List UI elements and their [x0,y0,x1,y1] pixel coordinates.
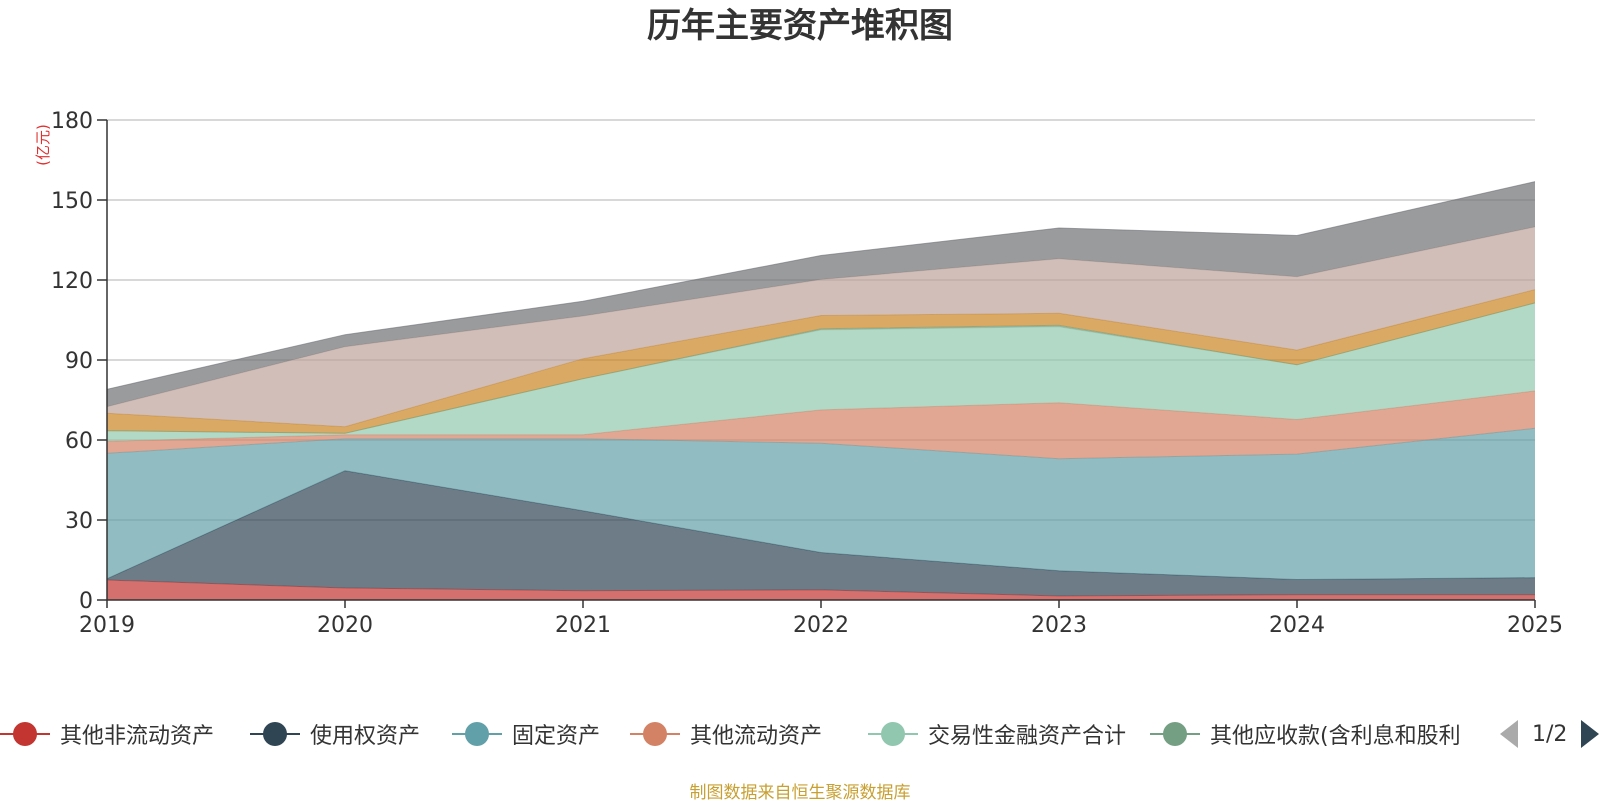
legend-label: 交易性金融资产合计 [928,724,1127,749]
legend-item[interactable]: 其他非流动资产 [0,714,214,754]
x-tick-label: 2025 [1507,613,1563,638]
source-note: 制图数据来自恒生聚源数据库 [689,783,911,803]
x-tick-label: 2023 [1031,613,1087,638]
series-line-货币资金 [106,181,1536,390]
legend-pager: 1/2 [1500,714,1600,754]
legend-item[interactable]: 其他流动资产 [630,714,822,754]
legend-marker-icon [1150,721,1200,747]
area-存货[interactable] [107,289,1535,434]
legend-item[interactable]: 交易性金融资产合计 [868,714,1126,754]
x-tick-label: 2019 [79,613,135,638]
area-series [106,181,1536,600]
x-tick-label: 2020 [317,613,373,638]
area-其他流动资产[interactable] [107,390,1535,459]
legend-item[interactable]: 其他应收款(含利息和股利 [1150,714,1461,754]
y-tick-label: 90 [65,349,93,374]
legend: 其他非流动资产 使用权资产 固定资产 其他流动资产 交易性金融资产合计 其他应收款(含利息… [0,714,1600,754]
area-固定资产[interactable] [107,428,1535,580]
y-tick-label: 30 [65,509,93,534]
legend-item[interactable]: 固定资产 [452,714,600,754]
legend-label: 固定资产 [512,724,601,749]
legend-next-page-icon[interactable] [1581,720,1600,748]
legend-page-indicator: 1/2 [1532,721,1568,747]
legend-item[interactable]: 使用权资产 [250,714,420,754]
axes: 0 30 60 90 120 150 180 2019 2020 2021 2022 2023 2024… [51,109,1563,638]
legend-label: 使用权资产 [310,724,421,749]
y-tick-label: 180 [51,109,93,134]
legend-marker-icon [250,721,300,747]
area-应收账款[interactable] [107,226,1535,427]
area-使用权资产[interactable] [107,470,1535,596]
chart-title: 历年主要资产堆积图 [647,6,953,46]
legend-marker-icon [630,721,680,747]
legend-label: 其他流动资产 [690,724,823,749]
legend-label: 其他非流动资产 [60,724,215,749]
stacked-area-chart: 历年主要资产堆积图 0 30 60 90 120 150 180 2019 2020 2021 20… [34,6,1563,638]
y-tick-label: 150 [51,189,93,214]
x-tick-label: 2021 [555,613,611,638]
y-tick-label: 0 [79,589,93,614]
y-axis-label: (亿元) [34,124,52,166]
area-交易性金融资产合计[interactable] [107,302,1535,442]
x-tick-label: 2022 [793,613,849,638]
area-货币资金[interactable] [107,181,1535,407]
legend-marker-icon [868,721,918,747]
legend-marker-icon [0,721,50,747]
y-tick-label: 60 [65,429,93,454]
legend-label: 其他应收款(含利息和股利 [1210,724,1461,749]
y-tick-label: 120 [51,269,93,294]
x-tick-label: 2024 [1269,613,1325,638]
legend-prev-page-icon[interactable] [1500,720,1518,748]
legend-marker-icon [452,721,502,747]
